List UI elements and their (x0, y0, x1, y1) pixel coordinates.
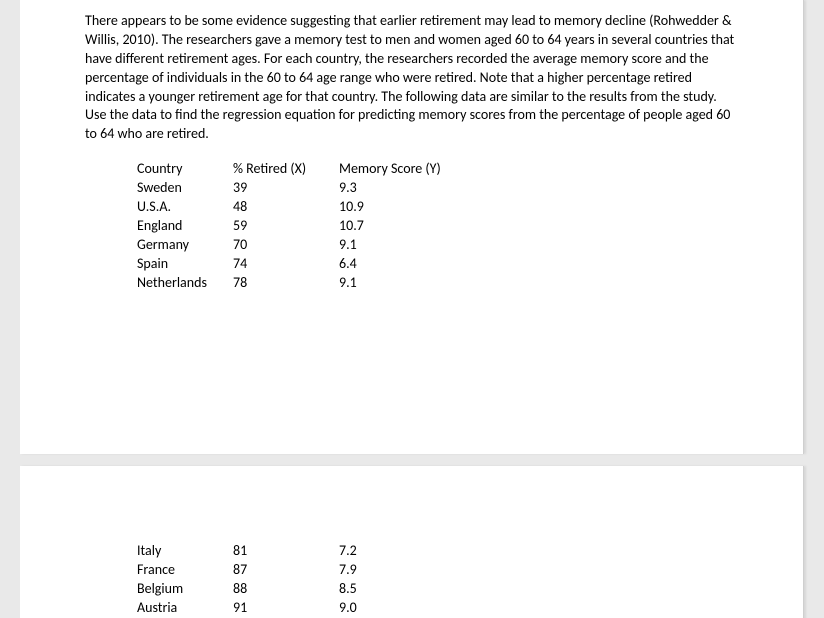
cell-y: 7.2 (339, 542, 479, 561)
cell-y: 6.4 (339, 255, 479, 274)
table-row: Spain 74 6.4 (137, 255, 738, 274)
cell-x: 59 (233, 217, 339, 236)
cell-x: 70 (233, 236, 339, 255)
cell-y: 10.7 (339, 217, 479, 236)
cell-y: 10.9 (339, 198, 479, 217)
cell-country: England (137, 217, 233, 236)
table-row: U.S.A. 48 10.9 (137, 198, 738, 217)
cell-country: Belgium (137, 580, 233, 599)
cell-country: Austria (137, 599, 233, 618)
page-1: There appears to be some evidence sugges… (20, 0, 804, 454)
cell-x: 74 (233, 255, 339, 274)
document-canvas: There appears to be some evidence sugges… (0, 0, 824, 618)
cell-country: Netherlands (137, 274, 233, 293)
table-row: France 87 7.9 (137, 561, 738, 580)
data-table-bottom: Italy 81 7.2 France 87 7.9 Belgium 88 8.… (137, 542, 738, 618)
table-row: Italy 81 7.2 (137, 542, 738, 561)
table-row: Netherlands 78 9.1 (137, 274, 738, 293)
cell-y: 9.3 (339, 179, 479, 198)
data-table-top: Country % Retired (X) Memory Score (Y) S… (137, 160, 738, 293)
table-row: England 59 10.7 (137, 217, 738, 236)
header-memory-score: Memory Score (Y) (339, 160, 479, 179)
cell-x: 91 (233, 599, 339, 618)
header-country: Country (137, 160, 233, 179)
cell-x: 39 (233, 179, 339, 198)
cell-x: 48 (233, 198, 339, 217)
cell-country: Sweden (137, 179, 233, 198)
table-row: Belgium 88 8.5 (137, 580, 738, 599)
cell-country: France (137, 561, 233, 580)
intro-paragraph: There appears to be some evidence sugges… (85, 12, 738, 144)
cell-country: Italy (137, 542, 233, 561)
cell-country: Germany (137, 236, 233, 255)
cell-y: 9.1 (339, 274, 479, 293)
header-percent-retired: % Retired (X) (233, 160, 339, 179)
cell-x: 87 (233, 561, 339, 580)
cell-country: U.S.A. (137, 198, 233, 217)
table-row: Germany 70 9.1 (137, 236, 738, 255)
cell-y: 9.0 (339, 599, 479, 618)
table-header-row: Country % Retired (X) Memory Score (Y) (137, 160, 738, 179)
cell-y: 9.1 (339, 236, 479, 255)
cell-country: Spain (137, 255, 233, 274)
table-row: Sweden 39 9.3 (137, 179, 738, 198)
cell-x: 81 (233, 542, 339, 561)
cell-y: 7.9 (339, 561, 479, 580)
cell-x: 78 (233, 274, 339, 293)
cell-x: 88 (233, 580, 339, 599)
cell-y: 8.5 (339, 580, 479, 599)
table-row: Austria 91 9.0 (137, 599, 738, 618)
page-2: Italy 81 7.2 France 87 7.9 Belgium 88 8.… (20, 466, 804, 618)
